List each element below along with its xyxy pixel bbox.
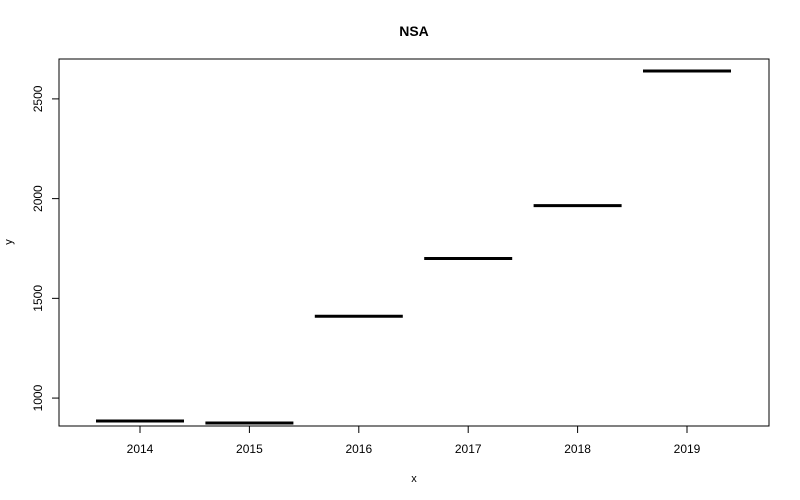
y-tick-label: 2000 <box>31 185 45 212</box>
y-tick-label: 1000 <box>31 384 45 411</box>
chart-title: NSA <box>399 23 429 39</box>
x-tick-label: 2019 <box>674 442 701 456</box>
y-axis: 1000 1500 2000 2500 <box>31 85 59 411</box>
x-tick-label: 2016 <box>345 442 372 456</box>
x-tick-label: 2014 <box>127 442 154 456</box>
y-tick-label: 1500 <box>31 285 45 312</box>
x-axis: 2014 2015 2016 2017 2018 2019 <box>127 426 701 456</box>
y-axis-label: y <box>3 239 15 245</box>
x-tick-label: 2015 <box>236 442 263 456</box>
x-tick-label: 2017 <box>455 442 482 456</box>
y-tick-label: 2500 <box>31 85 45 112</box>
plot-frame <box>58 58 770 427</box>
series-segments <box>96 69 731 425</box>
x-axis-label: x <box>411 473 417 485</box>
x-tick-label: 2018 <box>564 442 591 456</box>
